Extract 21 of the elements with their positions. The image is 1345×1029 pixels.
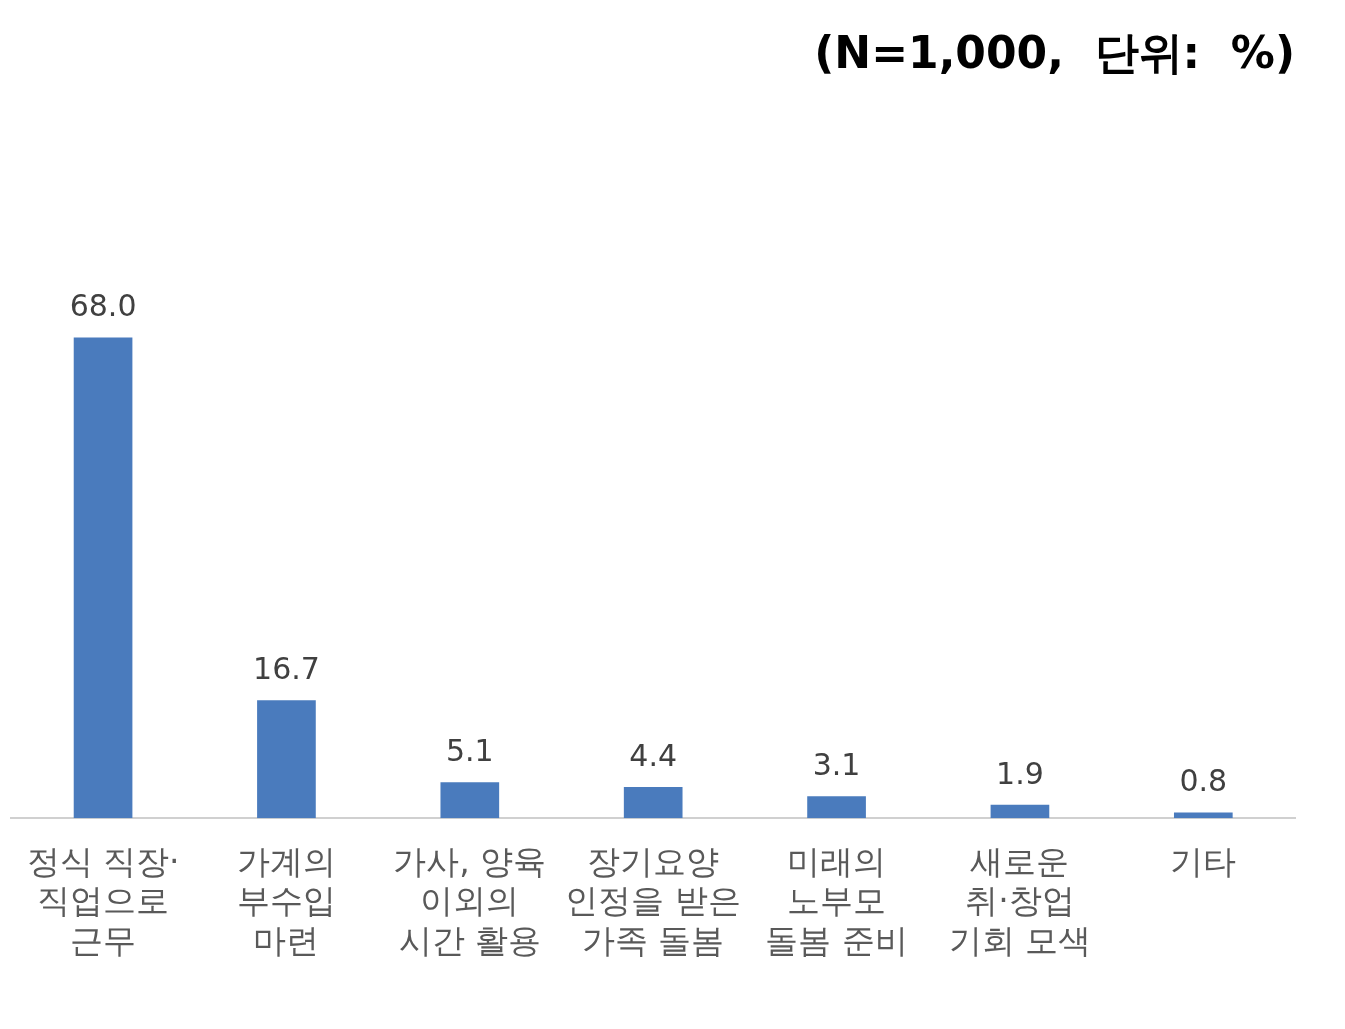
data-label: 0.8 [1179,763,1228,799]
bar [990,804,1050,819]
data-label: 5.1 [445,732,494,768]
bar [73,337,133,819]
bar [807,796,866,819]
x-tick-label: 새로운 취·창업 기회 모색 [948,841,1092,960]
bar [623,787,683,819]
x-tick-label: 가사, 양육 이외의 시간 활용 [393,841,547,960]
data-label: 68.0 [69,288,137,324]
x-tick-label: 미래의 노부모 돌봄 준비 [765,841,908,960]
data-label: 16.7 [253,650,320,686]
bar [440,782,500,819]
x-tick-label: 장기요양 인정을 받은 가족 돌봄 [565,841,741,960]
x-tick-label: 가계의 부수입 마련 [236,841,336,960]
chart-title: (N=1,000, 단위: %) [814,26,1295,78]
bar [257,700,316,819]
data-label: 4.4 [629,737,678,773]
data-label: 1.9 [996,755,1044,791]
data-label: 3.1 [812,747,861,783]
x-tick-label: 기타 [1170,841,1237,881]
x-tick-label: 정식 직장· 직업으로 근무 [26,841,180,960]
